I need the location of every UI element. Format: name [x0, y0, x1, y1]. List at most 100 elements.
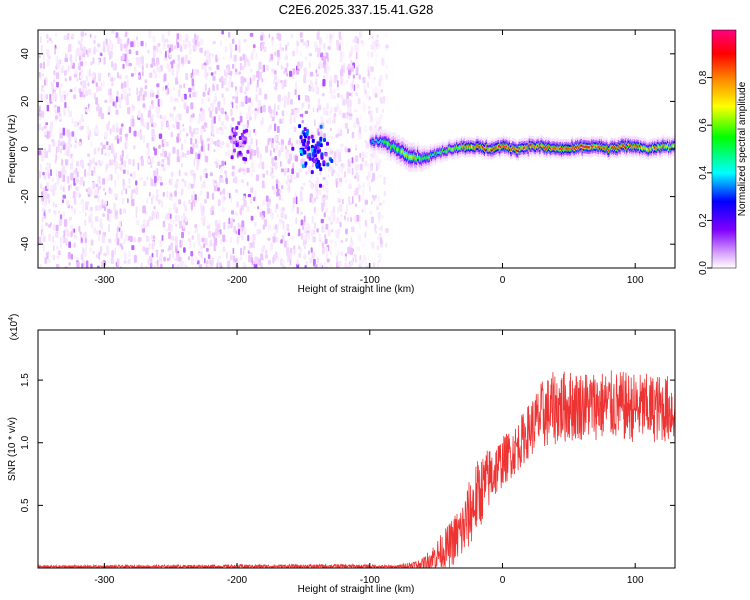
noise-cell	[61, 169, 65, 175]
noise-cell	[169, 213, 172, 219]
noise-cell	[161, 34, 165, 42]
noise-cell	[84, 231, 87, 238]
noise-cell	[325, 110, 329, 116]
noise-cell	[188, 87, 192, 93]
spectrogram-x-label: Height of straight line (km)	[298, 284, 415, 295]
noise-cell	[62, 211, 65, 217]
noise-cell	[309, 197, 312, 203]
signal-cell	[614, 146, 616, 149]
noise-cell	[200, 38, 203, 46]
noise-cell	[45, 122, 49, 126]
noise-cell	[355, 257, 357, 263]
signal-cell	[576, 146, 578, 149]
noise-cell	[254, 190, 257, 197]
noise-cell	[385, 64, 388, 69]
noise-cell	[251, 110, 254, 114]
noise-cell	[254, 113, 257, 121]
noise-cell	[159, 255, 163, 263]
noise-cell	[261, 43, 264, 50]
noise-cell	[191, 114, 194, 118]
noise-cell	[166, 212, 170, 220]
noise-cell	[345, 237, 348, 242]
noise-cell	[216, 127, 220, 134]
signal-cell	[465, 146, 468, 149]
noise-cell	[160, 249, 164, 253]
noise-cell	[184, 218, 188, 222]
noise-cell	[95, 82, 98, 87]
noise-cell	[340, 163, 343, 167]
signal-cell	[556, 146, 559, 149]
noise-cell	[365, 92, 369, 99]
signal-cell	[565, 147, 568, 150]
noise-cell	[293, 126, 297, 132]
noise-cell	[80, 81, 83, 86]
noise-cell	[162, 86, 165, 92]
noise-cell	[71, 205, 73, 209]
noise-cell	[362, 76, 366, 83]
noise-cell	[246, 206, 250, 212]
noise-cell	[136, 219, 140, 226]
noise-cell	[272, 236, 276, 243]
signal-cell	[479, 146, 481, 149]
noise-cell	[332, 206, 336, 214]
noise-cell	[303, 75, 307, 84]
noise-cell	[278, 141, 280, 146]
signal-cell	[523, 147, 525, 150]
noise-cell	[212, 192, 215, 200]
noise-cell	[238, 169, 241, 173]
noise-cell	[97, 195, 100, 203]
signal-cell	[444, 150, 446, 153]
noise-cell	[152, 68, 156, 74]
noise-cell	[55, 203, 58, 208]
noise-cell	[188, 43, 192, 48]
noise-cell	[318, 63, 321, 68]
noise-cell	[152, 124, 155, 129]
noise-cell	[368, 110, 371, 115]
noise-cell	[66, 144, 70, 149]
noise-cell	[346, 91, 349, 100]
noise-cell	[323, 198, 326, 207]
blob-cell	[244, 157, 248, 162]
noise-cell	[231, 217, 233, 223]
noise-cell	[268, 224, 271, 231]
noise-cell	[109, 159, 112, 166]
noise-cell	[181, 63, 184, 67]
noise-cell	[133, 254, 137, 263]
noise-cell	[323, 43, 326, 50]
noise-cell	[84, 61, 88, 66]
signal-cell	[383, 140, 386, 143]
noise-cell	[179, 220, 183, 229]
noise-cell	[102, 178, 106, 185]
noise-cell	[364, 256, 367, 260]
noise-cell	[324, 238, 328, 244]
noise-cell	[284, 214, 287, 220]
signal-cell	[447, 148, 450, 151]
noise-cell	[247, 194, 252, 198]
noise-cell	[287, 91, 291, 99]
noise-cell	[200, 251, 203, 259]
noise-cell	[349, 157, 352, 162]
noise-cell	[212, 75, 216, 81]
noise-cell	[251, 169, 255, 173]
signal-cell	[484, 148, 486, 151]
noise-cell	[40, 110, 45, 118]
noise-cell	[236, 201, 239, 208]
noise-cell	[348, 69, 352, 75]
noise-cell	[205, 173, 208, 179]
noise-cell	[340, 95, 344, 99]
signal-cell	[487, 148, 490, 151]
noise-cell	[338, 204, 343, 212]
noise-cell	[41, 201, 44, 205]
noise-cell	[108, 120, 110, 125]
noise-cell	[39, 263, 42, 268]
noise-cell	[125, 234, 129, 241]
noise-cell	[184, 54, 188, 63]
noise-cell	[292, 50, 295, 57]
noise-cell	[336, 103, 339, 107]
signal-cell	[530, 146, 533, 149]
noise-cell	[88, 107, 91, 112]
noise-cell	[73, 242, 76, 248]
signal-cell	[670, 145, 673, 148]
noise-cell	[347, 167, 351, 174]
noise-cell	[325, 52, 329, 59]
